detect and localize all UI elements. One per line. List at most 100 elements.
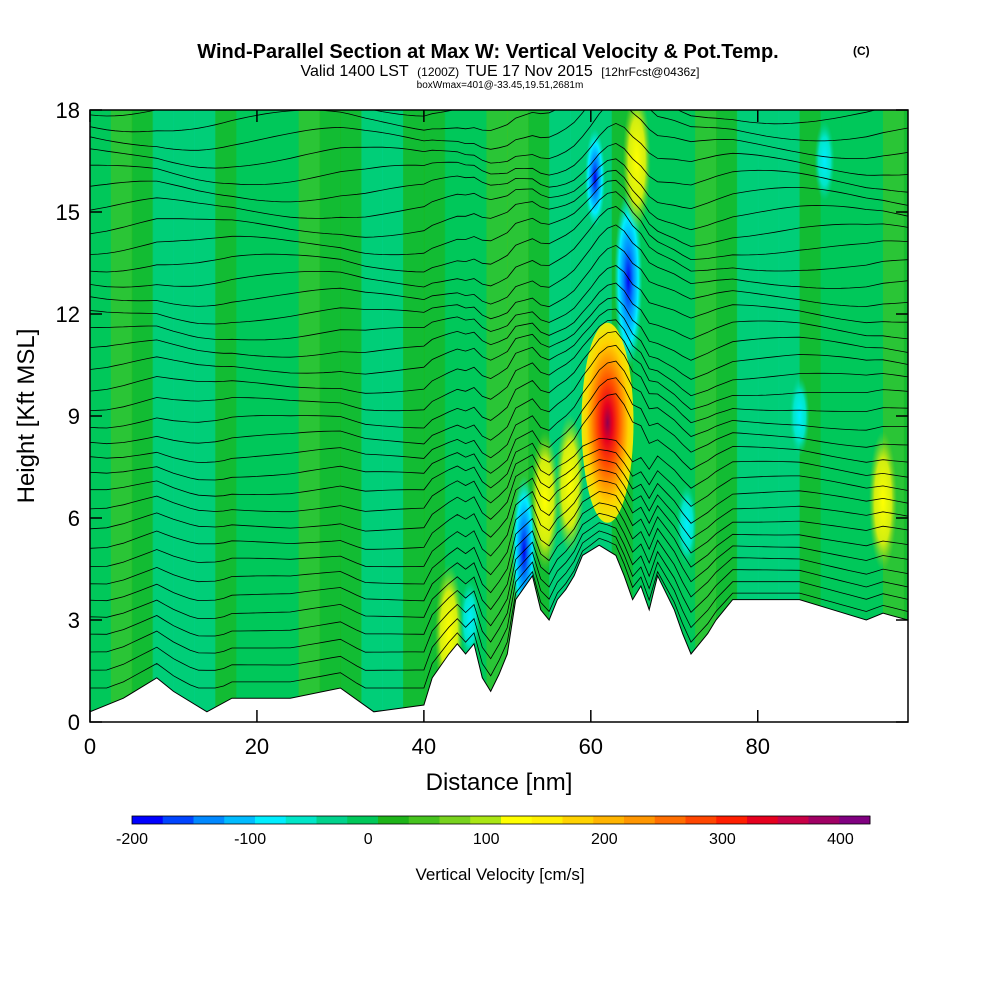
x-tick-label: 80: [746, 734, 770, 759]
colorbar-swatch: [593, 816, 625, 824]
colorbar-swatch: [716, 816, 748, 824]
colorbar-swatch: [839, 816, 871, 824]
theta-contour: [90, 265, 908, 341]
field-stripe: [674, 110, 696, 722]
downdraft-region: [789, 376, 810, 456]
subtitle-date: TUE 17 Nov 2015: [466, 63, 593, 80]
colorbar-swatch: [316, 816, 348, 824]
field-stripe: [882, 110, 905, 722]
colorbar-swatch: [808, 816, 840, 824]
chart-subtitle-box: boxWmax=401@-33.45,19.51,2681m: [417, 80, 584, 91]
field-stripe: [549, 110, 571, 722]
field-stripe: [423, 110, 446, 722]
theta-contour: [90, 530, 908, 671]
field-stripe: [841, 110, 863, 722]
field-stripe: [862, 110, 884, 722]
theta-contour: [90, 110, 908, 169]
updraft-region: [530, 431, 559, 571]
colorbar-swatch: [531, 816, 563, 824]
theta-contour: [90, 360, 908, 463]
field-stripe: [382, 110, 404, 722]
theta-contour: [90, 377, 908, 481]
theta-contour: [90, 459, 908, 550]
theta-contour: [90, 319, 908, 412]
field-stripe: [716, 110, 738, 722]
y-tick-label: 12: [56, 302, 80, 327]
downdraft-region: [459, 580, 480, 660]
theta-contour: [90, 179, 908, 256]
theta-contour: [90, 282, 908, 358]
theta-contour: [90, 191, 908, 273]
theta-contour: [90, 331, 908, 429]
theta-contour: [90, 469, 908, 568]
field-stripe: [340, 110, 362, 722]
colorbar-swatch: [347, 816, 379, 824]
y-tick-label: 15: [56, 200, 80, 225]
theta-contour: [90, 158, 908, 219]
theta-contour: [90, 512, 908, 637]
colorbar-frame: [131, 815, 871, 825]
chart-title: Wind-Parallel Section at Max W: Vertical…: [197, 41, 778, 63]
y-tick-label: 6: [68, 506, 80, 531]
colorbar-swatch: [747, 816, 779, 824]
theta-contour: [90, 122, 908, 185]
field-stripe: [131, 110, 154, 722]
theta-contour: [90, 110, 877, 133]
theta-contours: [90, 110, 908, 689]
theta-contour: [90, 537, 908, 689]
x-axis-label: Distance [nm]: [426, 769, 573, 796]
theta-contour: [90, 169, 908, 238]
field-stripe: [695, 110, 717, 722]
plot-area: [90, 110, 908, 722]
x-tick-label: 0: [84, 734, 96, 759]
colorbar-tick-label: -200: [116, 831, 148, 848]
colorbar-swatch: [162, 816, 194, 824]
colorbar-tick-label: 100: [473, 831, 500, 848]
field-stripe: [194, 110, 216, 722]
colorbar-swatch: [685, 816, 717, 824]
updraft-region: [868, 431, 897, 571]
subtitle-zulu: (1200Z): [417, 65, 459, 79]
updraft-core: [581, 322, 634, 523]
theta-contour: [90, 244, 908, 325]
theta-contour: [90, 449, 908, 532]
downdraft-region: [584, 128, 605, 228]
colorbar-swatch: [193, 816, 225, 824]
theta-contour: [90, 206, 908, 288]
colorbar-swatch: [562, 816, 594, 824]
colorbar-swatch: [501, 816, 533, 824]
y-tick-label: 3: [68, 608, 80, 633]
colorbar-swatch: [777, 816, 809, 824]
y-axis: 0 3 6 9 12 15 18: [56, 98, 908, 735]
x-tick-label: 20: [245, 734, 269, 759]
colorbar-swatch: [378, 816, 410, 824]
terrain: [90, 544, 908, 722]
field-stripe: [799, 110, 822, 722]
theta-contour: [90, 491, 908, 602]
colorbar-tick-label: 0: [364, 831, 373, 848]
y-tick-label: 0: [68, 710, 80, 735]
x-tick-label: 40: [412, 734, 436, 759]
theta-contour: [90, 479, 908, 585]
downdraft-region: [676, 484, 697, 566]
title-copyright: (C): [853, 44, 870, 58]
y-axis-label: Height [Kft MSL]: [13, 329, 40, 504]
x-axis: 0 20 40 60 80: [84, 110, 770, 759]
colorbar-swatch: [470, 816, 502, 824]
chart-subtitle: Valid 1400 LST (1200Z) TUE 17 Nov 2015 […: [300, 63, 699, 80]
theta-contour: [90, 110, 908, 151]
colorbar-tick-label: -100: [234, 831, 266, 848]
field-stripe: [215, 110, 237, 722]
theta-contour: [90, 296, 908, 375]
colorbar-tick-label: 300: [709, 831, 736, 848]
colorbar-swatch: [624, 816, 656, 824]
theta-contour: [90, 522, 908, 654]
updraft-region: [555, 414, 584, 554]
colorbar-swatch: [285, 816, 317, 824]
theta-contour: [90, 393, 908, 497]
field-stripe: [256, 110, 279, 722]
y-tick-label: 9: [68, 404, 80, 429]
downdraft-region: [614, 190, 643, 370]
colorbar-swatch: [408, 816, 440, 824]
field-features: [434, 110, 897, 704]
